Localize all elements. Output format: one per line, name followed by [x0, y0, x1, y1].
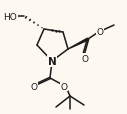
Text: O: O	[82, 54, 89, 63]
Text: O: O	[60, 82, 67, 91]
Polygon shape	[68, 39, 88, 50]
Text: HO: HO	[3, 12, 17, 21]
Text: O: O	[30, 83, 37, 92]
Text: N: N	[48, 57, 56, 66]
Text: O: O	[97, 27, 104, 36]
